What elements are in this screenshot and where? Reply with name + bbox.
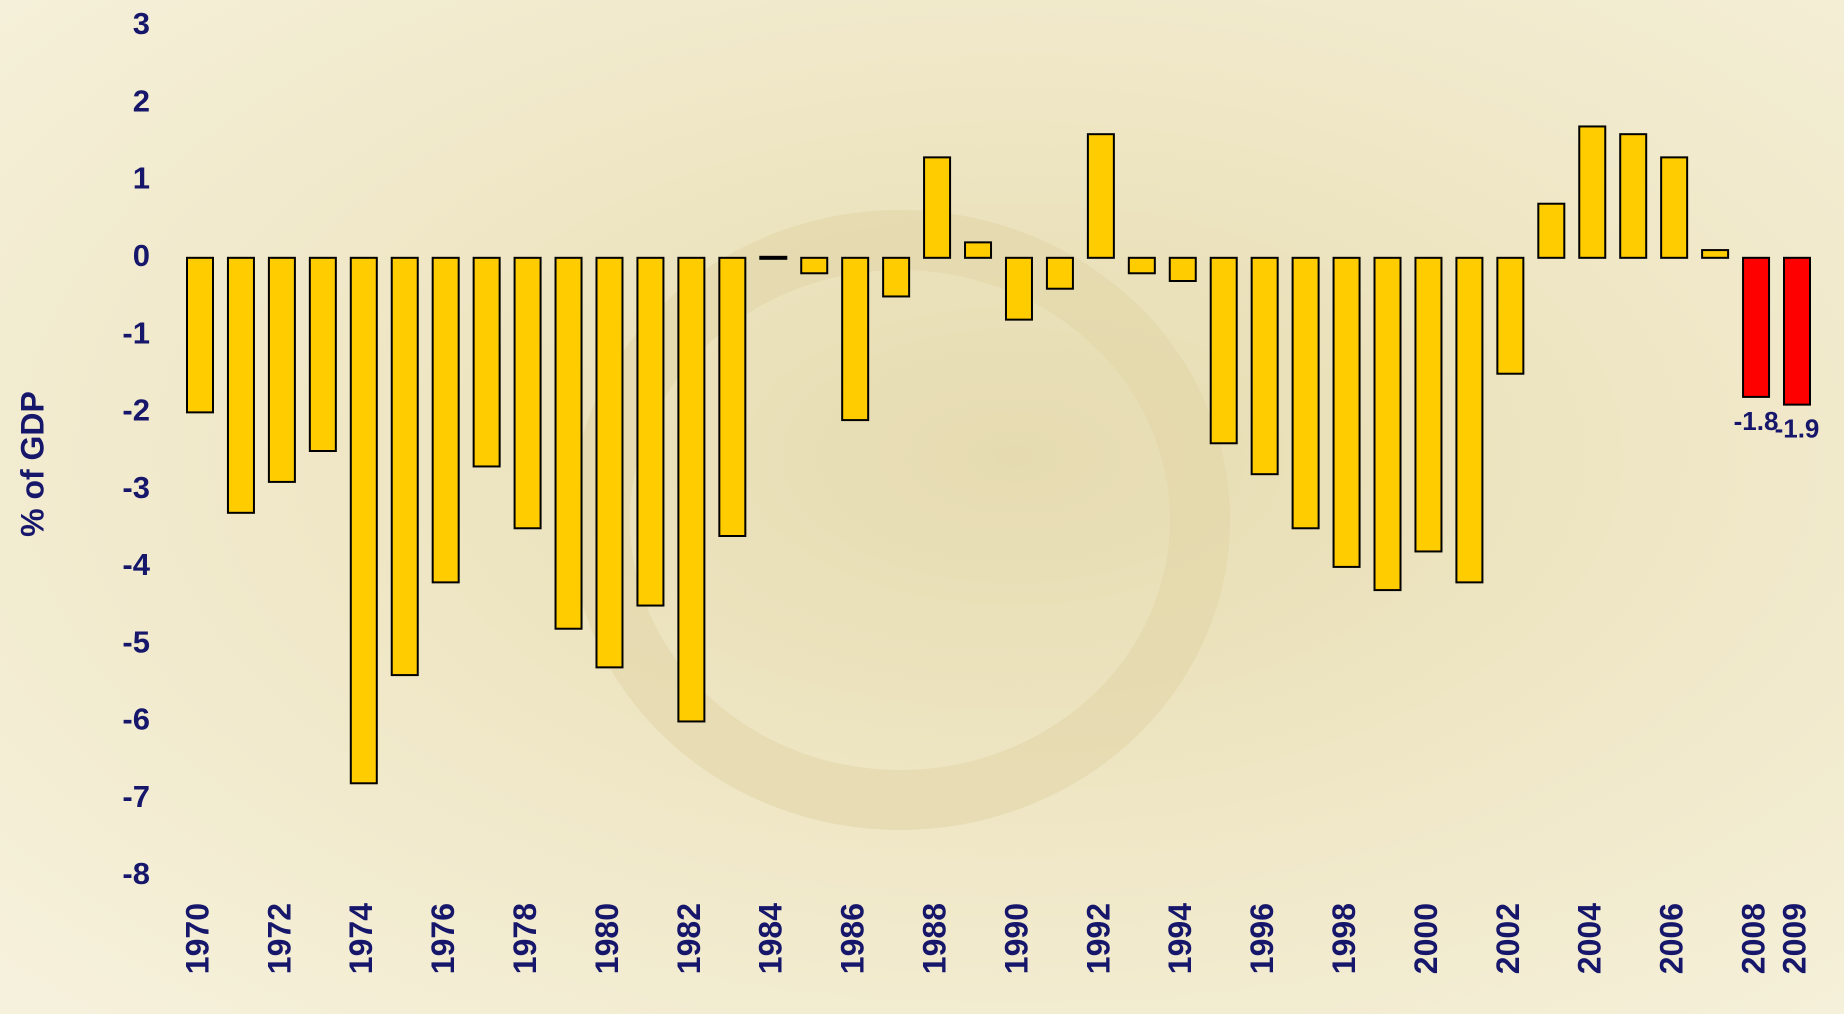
x-tick-label: 2002: [1490, 903, 1526, 974]
bar: [719, 258, 745, 536]
bar: [187, 258, 213, 413]
x-tick-label: 1988: [917, 903, 953, 974]
y-tick-label: -4: [122, 547, 150, 582]
bar: [1334, 258, 1360, 567]
x-tick-label: 1986: [835, 903, 871, 974]
x-tick-label: 2000: [1408, 903, 1444, 974]
bar: [637, 258, 663, 606]
y-tick-label: -8: [122, 856, 150, 891]
x-tick-label: 1996: [1244, 903, 1280, 974]
x-tick-label: 1990: [998, 903, 1034, 974]
x-tick-label: 1994: [1162, 903, 1198, 974]
y-axis-label: % of GDP: [14, 391, 50, 537]
bar: [760, 257, 786, 259]
y-tick-label: 1: [133, 161, 150, 196]
bar: [310, 258, 336, 451]
x-tick-label: 1970: [179, 903, 215, 974]
background: [0, 0, 1844, 1014]
chart: % of GDP -8 -7 -6 -5 -4 -3 -2 -1 0 1 2 3 1970 1972 197…: [0, 0, 1844, 1014]
bar: [1661, 157, 1687, 257]
bar: [515, 258, 541, 528]
bar: [1497, 258, 1523, 374]
x-tick-label: 2009: [1776, 903, 1812, 974]
y-tick-label: -5: [122, 624, 150, 659]
bar: [883, 258, 909, 297]
x-tick-label: 1992: [1080, 903, 1116, 974]
bar: [1047, 258, 1073, 289]
bar: [965, 242, 991, 257]
bar: [1129, 258, 1155, 273]
y-tick-label: -1: [122, 315, 150, 350]
y-tick-label: -2: [122, 393, 150, 428]
y-tick-label: -7: [122, 779, 150, 814]
bar: [801, 258, 827, 273]
x-tick-label: 1980: [589, 903, 625, 974]
x-tick-label: 2006: [1654, 903, 1690, 974]
bar: [678, 258, 704, 722]
bar: [1784, 258, 1810, 405]
bar: [1415, 258, 1441, 552]
bar: [1170, 258, 1196, 281]
x-tick-label: 1974: [343, 903, 379, 974]
bar: [433, 258, 459, 583]
bar: [596, 258, 622, 668]
bar: [269, 258, 295, 482]
bar: [228, 258, 254, 513]
x-tick-label: 1976: [425, 903, 461, 974]
bar: [1088, 134, 1114, 258]
page: {"chart_data": {"type": "bar", "y_label"…: [0, 0, 1844, 1014]
x-tick-label: 1998: [1326, 903, 1362, 974]
bar: [1702, 250, 1728, 258]
x-tick-label: 2004: [1572, 903, 1608, 974]
bar: [1293, 258, 1319, 528]
bar: [1456, 258, 1482, 583]
bar: [1743, 258, 1769, 397]
bar: [392, 258, 418, 675]
bar: [474, 258, 500, 467]
x-tick-label: 1982: [671, 903, 707, 974]
bar: [1620, 134, 1646, 258]
bar: [1538, 204, 1564, 258]
x-tick-label: 1978: [507, 903, 543, 974]
x-tick-label: 1972: [261, 903, 297, 974]
bar: [1579, 126, 1605, 257]
y-tick-label: 0: [133, 238, 150, 273]
value-label: -1.8: [1734, 406, 1779, 436]
x-tick-label: 2008: [1736, 903, 1772, 974]
value-label: -1.9: [1775, 414, 1820, 444]
bar: [924, 157, 950, 257]
y-tick-label: -3: [122, 470, 150, 505]
bar: [1211, 258, 1237, 443]
bar: [351, 258, 377, 783]
bar: [1252, 258, 1278, 474]
bar: [1375, 258, 1401, 590]
bar: [1006, 258, 1032, 320]
y-tick-label: -6: [122, 702, 150, 737]
y-tick-label: 2: [133, 83, 150, 118]
bar: [842, 258, 868, 420]
y-tick-label: 3: [133, 6, 150, 41]
bar: [556, 258, 582, 629]
x-tick-label: 1984: [753, 903, 789, 974]
